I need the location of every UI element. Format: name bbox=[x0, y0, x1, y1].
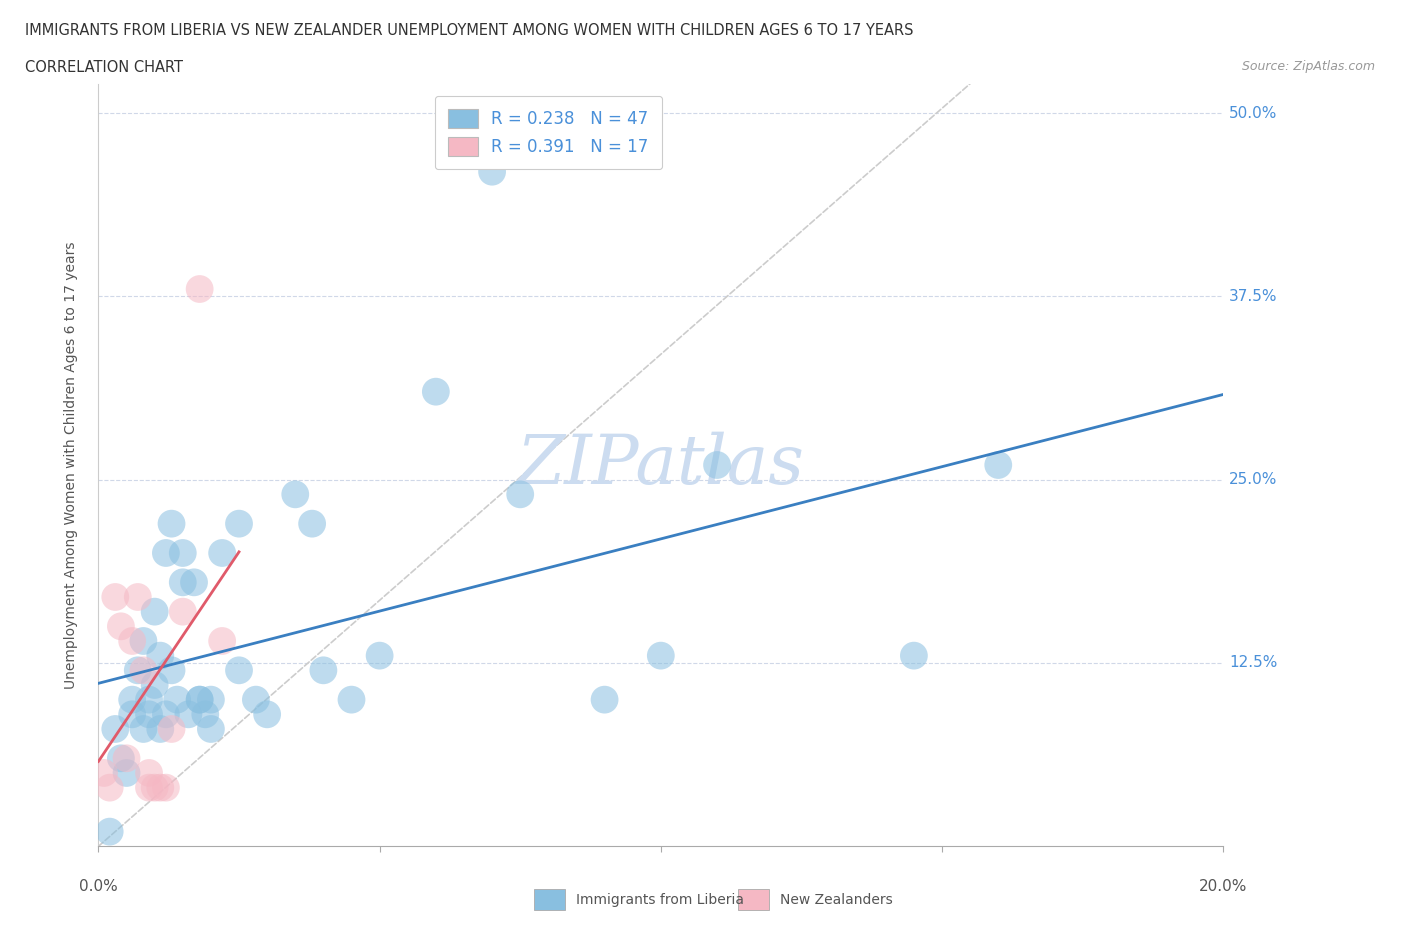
Text: 50.0%: 50.0% bbox=[1229, 105, 1277, 121]
Point bbox=[132, 663, 155, 678]
Point bbox=[121, 633, 143, 648]
Point bbox=[104, 722, 127, 737]
Point bbox=[155, 707, 177, 722]
Point bbox=[256, 707, 278, 722]
Text: Immigrants from Liberia: Immigrants from Liberia bbox=[576, 893, 744, 908]
Point bbox=[245, 692, 267, 707]
Point bbox=[132, 633, 155, 648]
Point bbox=[110, 751, 132, 765]
Point bbox=[301, 516, 323, 531]
Point bbox=[104, 590, 127, 604]
Point bbox=[650, 648, 672, 663]
Point bbox=[143, 604, 166, 619]
Point bbox=[177, 707, 200, 722]
Point bbox=[143, 678, 166, 693]
Point bbox=[149, 722, 172, 737]
Point bbox=[368, 648, 391, 663]
Point bbox=[706, 458, 728, 472]
Point bbox=[987, 458, 1010, 472]
Point bbox=[172, 604, 194, 619]
Point bbox=[149, 648, 172, 663]
Point bbox=[98, 780, 121, 795]
Text: 37.5%: 37.5% bbox=[1229, 289, 1277, 304]
Point bbox=[121, 707, 143, 722]
Point bbox=[509, 487, 531, 502]
Point bbox=[425, 384, 447, 399]
Text: 12.5%: 12.5% bbox=[1229, 656, 1277, 671]
Point bbox=[166, 692, 188, 707]
Text: New Zealanders: New Zealanders bbox=[780, 893, 893, 908]
Point bbox=[481, 165, 503, 179]
Legend: R = 0.238   N = 47, R = 0.391   N = 17: R = 0.238 N = 47, R = 0.391 N = 17 bbox=[434, 96, 662, 169]
Point bbox=[160, 663, 183, 678]
Point bbox=[194, 707, 217, 722]
Point bbox=[138, 765, 160, 780]
Text: CORRELATION CHART: CORRELATION CHART bbox=[25, 60, 183, 75]
Point bbox=[188, 282, 211, 297]
Text: Source: ZipAtlas.com: Source: ZipAtlas.com bbox=[1241, 60, 1375, 73]
FancyBboxPatch shape bbox=[738, 889, 769, 910]
Point bbox=[160, 722, 183, 737]
Text: 20.0%: 20.0% bbox=[1199, 879, 1247, 894]
Point bbox=[98, 824, 121, 839]
Point bbox=[155, 546, 177, 561]
Point bbox=[188, 692, 211, 707]
Point bbox=[115, 765, 138, 780]
Point bbox=[138, 692, 160, 707]
Point bbox=[211, 546, 233, 561]
Text: 0.0%: 0.0% bbox=[79, 879, 118, 894]
Point bbox=[200, 692, 222, 707]
FancyBboxPatch shape bbox=[534, 889, 565, 910]
Y-axis label: Unemployment Among Women with Children Ages 6 to 17 years: Unemployment Among Women with Children A… bbox=[63, 241, 77, 689]
Point bbox=[121, 692, 143, 707]
Point bbox=[127, 590, 149, 604]
Text: 25.0%: 25.0% bbox=[1229, 472, 1277, 487]
Point bbox=[160, 516, 183, 531]
Point bbox=[172, 546, 194, 561]
Point bbox=[172, 575, 194, 590]
Point bbox=[188, 692, 211, 707]
Point bbox=[143, 780, 166, 795]
Point bbox=[284, 487, 307, 502]
Point bbox=[115, 751, 138, 765]
Point bbox=[132, 722, 155, 737]
Point bbox=[110, 618, 132, 633]
Point bbox=[200, 722, 222, 737]
Point bbox=[211, 633, 233, 648]
Point bbox=[340, 692, 363, 707]
Point bbox=[593, 692, 616, 707]
Point bbox=[228, 516, 250, 531]
Point bbox=[93, 765, 115, 780]
Text: ZIPatlas: ZIPatlas bbox=[517, 432, 804, 498]
Point bbox=[312, 663, 335, 678]
Point bbox=[138, 707, 160, 722]
Point bbox=[228, 663, 250, 678]
Text: IMMIGRANTS FROM LIBERIA VS NEW ZEALANDER UNEMPLOYMENT AMONG WOMEN WITH CHILDREN : IMMIGRANTS FROM LIBERIA VS NEW ZEALANDER… bbox=[25, 23, 914, 38]
Point bbox=[155, 780, 177, 795]
Point bbox=[127, 663, 149, 678]
Point bbox=[183, 575, 205, 590]
Point bbox=[903, 648, 925, 663]
Point bbox=[138, 780, 160, 795]
Point bbox=[149, 780, 172, 795]
